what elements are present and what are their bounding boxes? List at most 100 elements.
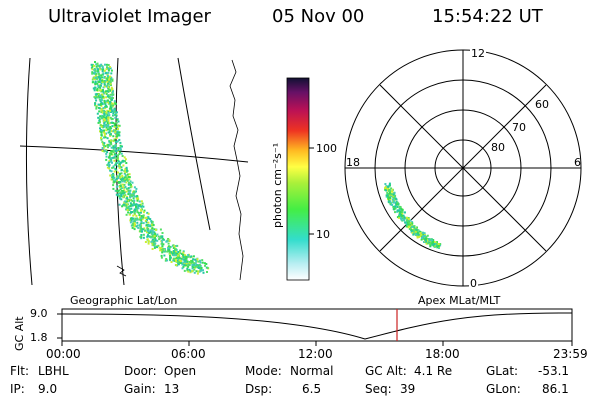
aurora-pixel: [102, 118, 105, 121]
aurora-pixel: [419, 235, 422, 238]
aurora-pixel: [128, 181, 130, 184]
aurora-pixel: [140, 220, 143, 223]
aurora-pixel: [160, 247, 163, 250]
aurora-pixel: [127, 190, 130, 193]
aurora-pixel: [139, 211, 142, 214]
aurora-pixel: [99, 124, 102, 127]
aurora-pixel: [420, 238, 423, 241]
aurora-pixel: [133, 199, 136, 202]
aurora-pixel: [422, 234, 425, 236]
aurora-pixel: [93, 67, 96, 70]
aurora-pixel: [109, 116, 112, 119]
aurora-pixel: [153, 246, 156, 249]
aurora-pixel: [162, 249, 165, 252]
aurora-pixel: [135, 187, 138, 190]
aurora-pixel: [194, 262, 197, 265]
aurora-pixel: [203, 262, 206, 265]
aurora-pixel: [109, 133, 112, 136]
aurora-pixel: [117, 147, 120, 149]
aurora-pixel: [114, 116, 117, 119]
aurora-pixel: [163, 248, 166, 250]
aurora-pixel: [105, 126, 108, 129]
aurora-pixel: [160, 254, 163, 257]
aurora-pixel: [126, 179, 129, 182]
mode-value: Normal: [290, 364, 334, 378]
aurora-pixel: [118, 175, 121, 178]
aurora-pixel: [191, 260, 194, 263]
aurora-pixel: [135, 225, 138, 228]
aurora-pixel: [119, 141, 122, 144]
aurora-pixel: [112, 176, 115, 178]
aurora-pixel: [108, 164, 111, 167]
aurora-pixel: [419, 232, 422, 235]
aurora-pixel: [114, 109, 116, 112]
aurora-pixel: [119, 148, 122, 151]
aurora-pixel: [110, 143, 113, 146]
aurora-pixel: [108, 154, 111, 157]
aurora-pixel: [402, 214, 405, 217]
aurora-pixel: [163, 254, 166, 257]
aurora-pixel: [111, 161, 113, 164]
ip-value: 9.0: [38, 382, 58, 396]
aurora-pixel: [391, 204, 394, 206]
aurora-pixel: [107, 110, 110, 113]
aurora-pixel: [101, 116, 104, 119]
aurora-pixel: [130, 184, 132, 186]
aurora-pixel: [173, 245, 176, 248]
aurora-pixel: [125, 213, 128, 216]
aurora-pixel: [390, 187, 393, 190]
aurora-pixel: [109, 67, 112, 70]
aurora-pixel: [117, 181, 120, 183]
aurora-pixel: [389, 190, 392, 193]
aurora-pixel: [135, 205, 137, 208]
aurora-pixel: [103, 84, 106, 87]
aurora-pixel: [184, 264, 187, 267]
aurora-pixel: [189, 270, 192, 273]
aurora-pixel: [97, 69, 100, 72]
aurora-pixel: [102, 97, 105, 100]
aurora-pixel: [113, 125, 116, 128]
aurora-pixel: [115, 169, 118, 172]
aurora-pixel: [403, 211, 406, 214]
aurora-pixel: [103, 101, 106, 104]
aurora-pixel: [121, 145, 123, 148]
aurora-pixel: [388, 182, 391, 185]
aurora-pixel: [145, 219, 148, 221]
aurora-pixel: [151, 229, 154, 232]
aurora-pixel: [168, 252, 171, 255]
aurora-pixel: [109, 169, 112, 172]
aurora-pixel: [399, 206, 402, 209]
aurora-pixel: [91, 72, 94, 75]
aurora-pixel: [104, 119, 106, 122]
aurora-pixel: [118, 134, 121, 137]
aurora-pixel: [140, 217, 143, 220]
aurora-pixel: [101, 76, 104, 79]
aurora-pixel: [110, 146, 113, 149]
aurora-pixel: [388, 189, 390, 192]
aurora-pixel: [392, 205, 395, 208]
aurora-pixel: [97, 71, 100, 74]
aurora-pixel: [131, 181, 134, 184]
aurora-pixel: [98, 119, 101, 122]
aurora-pixel: [106, 83, 109, 86]
aurora-pixel: [101, 79, 103, 82]
aurora-pixel: [95, 63, 98, 66]
aurora-pixel: [112, 140, 115, 143]
aurora-pixel: [106, 166, 109, 169]
aurora-pixel: [101, 109, 104, 112]
aurora-pixel: [116, 124, 119, 127]
aurora-pixel: [393, 208, 396, 211]
aurora-pixel: [112, 109, 115, 112]
aurora-pixel: [123, 156, 126, 159]
aurora-pixel: [191, 270, 194, 273]
aurora-pixel: [437, 245, 440, 247]
glat-value: -53.1: [538, 364, 570, 378]
aurora-pixel: [139, 224, 142, 227]
aurora-pixel: [94, 74, 97, 77]
aurora-pixel: [168, 248, 171, 251]
aurora-pixel: [129, 193, 132, 195]
aurora-pixel: [395, 203, 398, 206]
aurora-pixel: [106, 95, 109, 98]
aurora-pixel: [96, 87, 99, 90]
aurora-pixel: [396, 210, 399, 213]
